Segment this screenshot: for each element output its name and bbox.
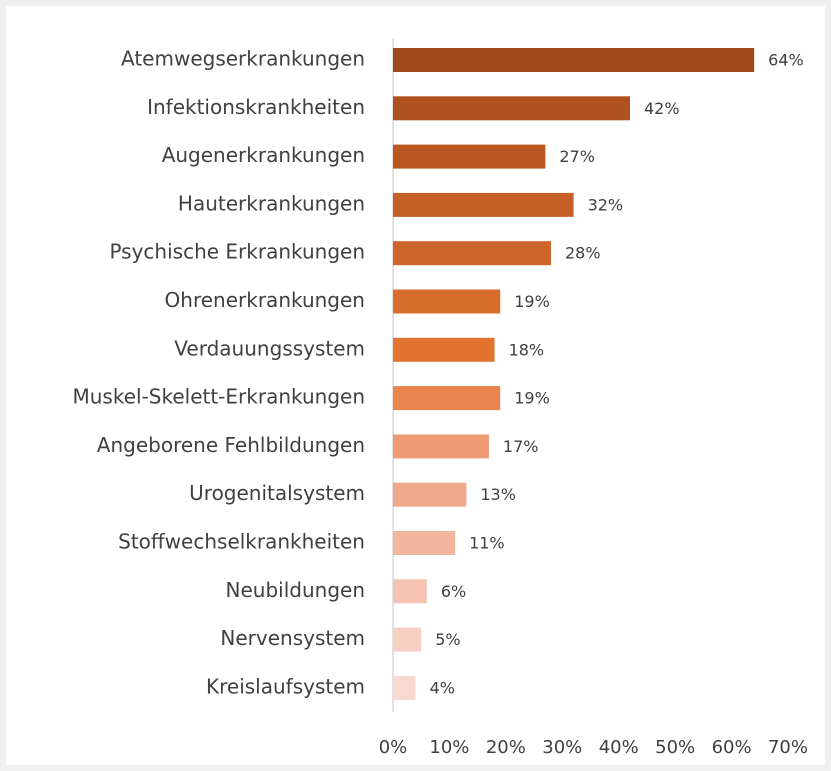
y-tick-label: Infektionskrankheiten [147, 95, 365, 119]
x-tick-label: 60% [712, 737, 752, 758]
bar [393, 627, 422, 652]
x-tick-label: 0% [379, 737, 408, 758]
bar [393, 337, 495, 362]
y-tick-label: Ohrenerkrankungen [165, 288, 365, 312]
y-tick-label: Angeborene Fehlbildungen [97, 433, 365, 457]
bar [393, 96, 630, 121]
y-tick-label: Neubildungen [226, 578, 365, 602]
y-tick-label: Muskel-Skelett-Erkrankungen [72, 385, 365, 409]
x-tick-label: 30% [542, 737, 582, 758]
y-tick-label: Hauterkrankungen [178, 191, 365, 215]
bar [393, 144, 546, 169]
value-label: 19% [514, 389, 550, 408]
bar [393, 386, 501, 411]
y-tick-label: Urogenitalsystem [189, 481, 365, 505]
y-tick-label: Kreislaufsystem [206, 674, 365, 698]
value-label: 11% [469, 534, 505, 553]
x-tick-label: 10% [429, 737, 469, 758]
value-label: 42% [644, 99, 680, 118]
value-label: 28% [565, 244, 601, 263]
value-label: 17% [503, 437, 539, 456]
value-label: 18% [509, 340, 545, 359]
bar [393, 531, 456, 555]
value-label: 19% [514, 292, 550, 311]
value-label: 4% [430, 678, 455, 697]
x-tick-label: 50% [655, 737, 695, 758]
value-label: 6% [441, 582, 466, 601]
y-tick-label: Stoffwechselkrankheiten [118, 530, 365, 554]
y-tick-label: Augenerkrankungen [162, 143, 365, 167]
y-tick-label: Psychische Erkrankungen [109, 240, 365, 264]
bar [393, 675, 416, 700]
bar [393, 434, 489, 459]
value-label: 27% [559, 147, 595, 166]
bar [393, 289, 501, 314]
x-tick-label: 70% [768, 737, 808, 758]
y-tick-label: Atemwegserkrankungen [121, 47, 365, 71]
y-tick-label: Verdauungssystem [174, 336, 365, 360]
value-label: 32% [588, 195, 624, 214]
x-tick-label: 20% [486, 737, 526, 758]
value-label: 13% [480, 485, 516, 504]
bar [393, 482, 467, 507]
value-label: 5% [435, 630, 460, 649]
bar [393, 241, 551, 266]
bar [393, 192, 574, 217]
value-label: 64% [768, 51, 804, 70]
bar [393, 48, 755, 72]
y-tick-label: Nervensystem [220, 626, 365, 650]
bar [393, 579, 427, 604]
x-tick-label: 40% [599, 737, 639, 758]
